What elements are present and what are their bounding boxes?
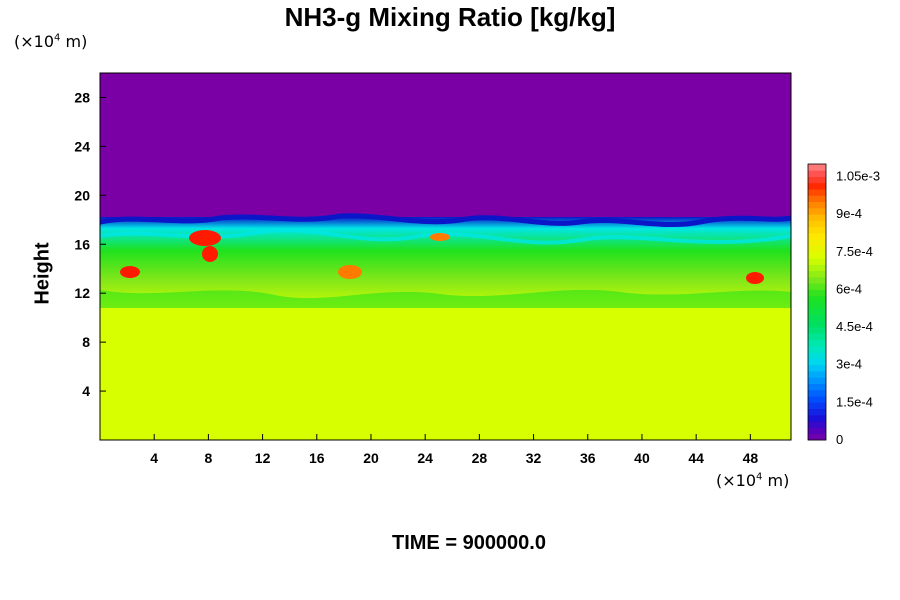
time-label: TIME = 900000.0 <box>392 532 546 554</box>
y-unit-tail: m) <box>60 32 88 51</box>
colorbar-band <box>808 327 826 334</box>
colorbar-band <box>808 383 826 391</box>
x-tick-label: 16 <box>309 450 325 466</box>
colorbar-band <box>808 239 826 246</box>
colorbar-band <box>808 389 826 397</box>
x-unit-base: (×10 <box>716 471 757 490</box>
colorbar-band <box>808 339 826 347</box>
colorbar-band <box>808 201 826 209</box>
x-tick-label: 24 <box>417 450 433 466</box>
field-hotspot-2 <box>202 246 218 262</box>
colorbar-band <box>808 302 826 309</box>
colorbar-tick-label: 0 <box>836 432 843 447</box>
colorbar-band <box>808 371 826 378</box>
colorbar-band <box>808 314 826 322</box>
x-tick-label: 44 <box>688 450 704 466</box>
field-hotspot-4 <box>338 265 362 279</box>
x-tick-label: 36 <box>580 450 596 466</box>
x-tick-label: 12 <box>255 450 271 466</box>
colorbar-band <box>808 352 826 359</box>
colorbar-band <box>808 258 826 265</box>
y-tick-label: 12 <box>74 285 90 301</box>
field-layer-boundary <box>99 213 792 228</box>
x-axis-unit: (×104 m) <box>716 471 789 490</box>
colorbar: 0 1.5e-4 3e-4 4.5e-4 6e-4 7.5e-4 9e-4 1.05e-3 <box>807 163 880 447</box>
colorbar-tick-label: 1.05e-3 <box>836 169 880 184</box>
y-axis-unit: (×104 m) <box>14 32 87 51</box>
colorbar-band <box>808 226 826 234</box>
colorbar-band <box>808 396 826 403</box>
colorbar-tick-label: 6e-4 <box>836 281 862 296</box>
x-tick-label: 40 <box>634 450 650 466</box>
y-tick-label: 28 <box>74 89 90 105</box>
colorbar-band <box>808 308 826 315</box>
colorbar-band <box>808 214 826 221</box>
colorbar-band <box>808 207 826 215</box>
field-lower-layer <box>100 308 791 440</box>
colorbar-band <box>808 421 826 428</box>
y-tick-label: 24 <box>74 138 90 154</box>
colorbar-band <box>808 251 826 259</box>
colorbar-band <box>808 283 826 290</box>
colorbar-band <box>808 245 826 253</box>
field-hotspot-3 <box>120 266 140 278</box>
colorbar-band <box>808 414 826 422</box>
x-tick-label: 28 <box>472 450 488 466</box>
colorbar-band <box>808 176 826 184</box>
field-hotspot-1 <box>189 230 221 246</box>
chart-title: NH3-g Mixing Ratio [kg/kg] <box>284 2 616 32</box>
x-tick-label: 48 <box>743 450 759 466</box>
y-tick-label: 4 <box>82 383 90 399</box>
x-unit-tail: m) <box>762 471 790 490</box>
colorbar-band <box>808 377 826 384</box>
y-tick-label: 8 <box>82 334 90 350</box>
colorbar-band <box>808 408 826 416</box>
colorbar-band <box>808 189 826 196</box>
colorbar-band <box>808 295 826 303</box>
colorbar-band <box>808 427 826 435</box>
colorbar-band <box>808 270 826 278</box>
colorbar-band <box>808 345 826 353</box>
y-unit-exponent: 4 <box>54 32 61 44</box>
colorbar-tick-label: 9e-4 <box>836 206 862 221</box>
colorbar-band <box>808 358 826 366</box>
colorbar-band <box>808 264 826 272</box>
colorbar-band <box>808 220 826 228</box>
y-tick-label: 16 <box>74 236 90 252</box>
colorbar-band <box>808 195 826 203</box>
plot-frame <box>99 72 792 441</box>
colorbar-band <box>808 164 826 171</box>
y-tick-label: 20 <box>74 187 90 203</box>
colorbar-band <box>808 433 826 441</box>
colorbar-band <box>808 333 826 341</box>
field-hotspot-5 <box>746 272 764 284</box>
colorbar-band <box>808 364 826 372</box>
colorbar-band <box>808 289 826 297</box>
colorbar-band <box>808 320 826 328</box>
x-tick-label: 8 <box>204 450 212 466</box>
colorbar-band <box>808 402 826 410</box>
x-tick-label: 4 <box>150 450 158 466</box>
field-upper-layer <box>100 73 791 219</box>
colorbar-band <box>808 233 826 240</box>
colorbar-band <box>808 182 826 190</box>
y-unit-base: (×10 <box>14 32 55 51</box>
plot-area <box>99 72 792 441</box>
x-unit-exponent: 4 <box>756 471 763 483</box>
x-tick-label: 32 <box>526 450 542 466</box>
field-lower-mixing <box>100 289 791 308</box>
colorbar-frame <box>807 163 827 441</box>
colorbar-band <box>808 170 826 177</box>
x-axis-ticks: 4 8 12 16 20 24 28 32 36 40 44 48 <box>150 434 758 466</box>
y-axis-ticks: 4 8 12 16 20 24 28 <box>74 89 106 399</box>
colorbar-tick-label: 7.5e-4 <box>836 244 873 259</box>
colorbar-tick-label: 3e-4 <box>836 357 862 372</box>
colorbar-tick-label: 1.5e-4 <box>836 394 873 409</box>
field-hotspot-6 <box>430 233 450 241</box>
colorbar-tick-label: 4.5e-4 <box>836 319 873 334</box>
x-tick-label: 20 <box>363 450 379 466</box>
colorbar-band <box>808 276 826 284</box>
